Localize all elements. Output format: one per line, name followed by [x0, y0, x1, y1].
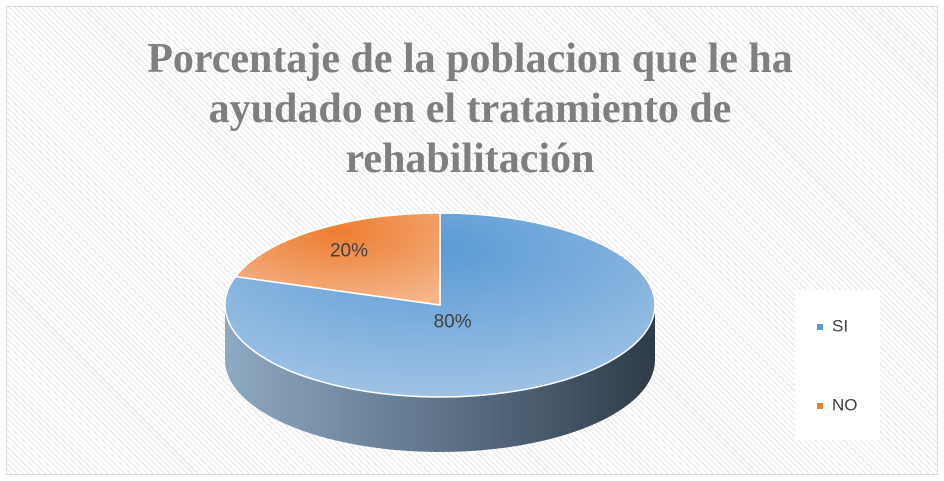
legend-marker	[817, 324, 823, 330]
legend-marker	[817, 403, 823, 409]
legend-label: NO	[832, 395, 858, 414]
chart-title: Porcentaje de la poblacion que le ha ayu…	[147, 36, 793, 182]
pie-slice	[234, 212, 441, 306]
legend-label: SI	[832, 316, 848, 335]
data-label: 20%	[330, 240, 368, 261]
legend-box	[795, 290, 880, 440]
pie-side	[225, 305, 655, 452]
data-label: 80%	[434, 311, 472, 332]
